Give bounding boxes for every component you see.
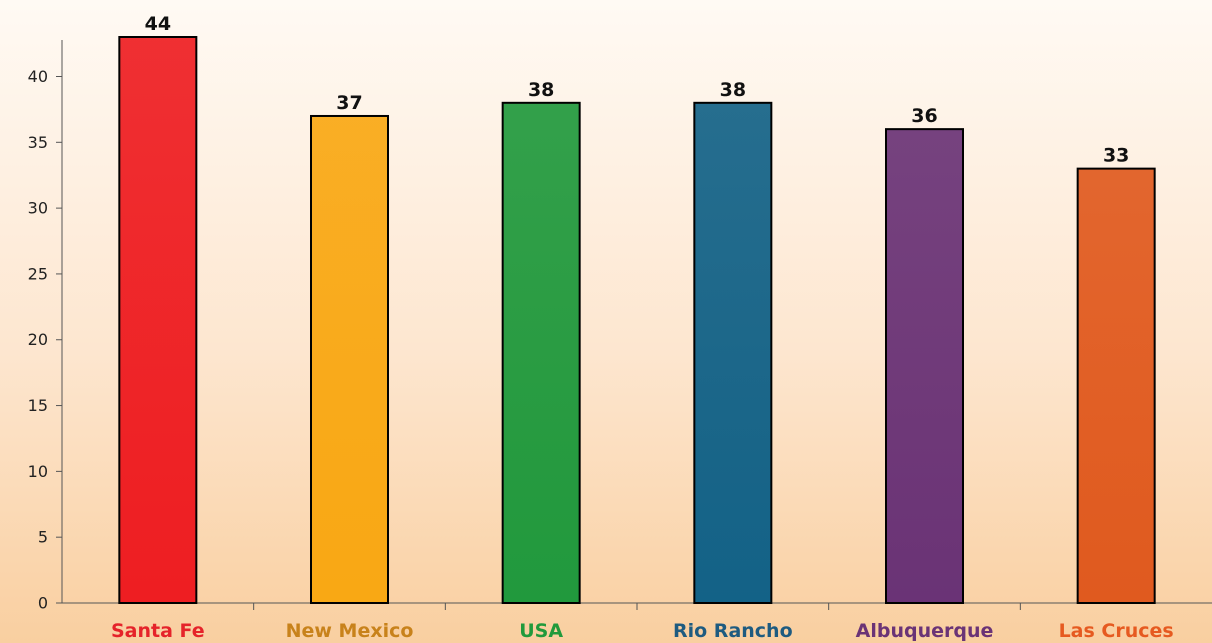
category-label: Rio Rancho — [673, 620, 793, 642]
category-label: USA — [519, 620, 563, 642]
bar-value-label: 38 — [720, 79, 746, 101]
bar-usa — [501, 101, 581, 604]
bar-rio-rancho — [693, 101, 773, 604]
bar-value-label: 38 — [528, 79, 554, 101]
x-axis-ticks — [253, 603, 1021, 610]
bar-las-cruces — [1076, 167, 1156, 605]
y-tick-label: 0 — [38, 594, 48, 613]
category-label: New Mexico — [286, 620, 414, 642]
bar-value-label: 37 — [336, 92, 362, 114]
bar-value-label: 44 — [145, 13, 171, 35]
y-tick-label: 20 — [28, 330, 48, 349]
y-tick-label: 5 — [38, 528, 48, 547]
bar-value-label: 33 — [1103, 145, 1129, 167]
bar-albuquerque — [885, 128, 964, 605]
chart-axes: 0 5 10 15 20 25 30 35 40 — [28, 40, 1212, 613]
bars-group — [118, 36, 1156, 605]
category-label: Las Cruces — [1059, 620, 1174, 642]
category-labels-group: Santa Fe New Mexico USA Rio Rancho Albuquerq… — [111, 620, 1174, 642]
y-tick-label: 40 — [28, 67, 48, 86]
category-label: Albuquerque — [856, 620, 994, 642]
y-tick-label: 10 — [28, 462, 48, 481]
y-tick-label: 35 — [28, 133, 48, 152]
bar-santa-fe — [118, 36, 198, 604]
data-labels-group: 44 37 38 38 36 33 — [145, 13, 1130, 167]
y-axis-ticks: 0 5 10 15 20 25 30 35 40 — [28, 67, 62, 613]
bar-value-label: 36 — [911, 105, 937, 127]
y-tick-label: 30 — [28, 199, 48, 218]
y-tick-label: 15 — [28, 396, 48, 415]
category-label: Santa Fe — [111, 620, 205, 642]
y-tick-label: 25 — [28, 264, 48, 283]
bar-new-mexico — [310, 114, 389, 604]
